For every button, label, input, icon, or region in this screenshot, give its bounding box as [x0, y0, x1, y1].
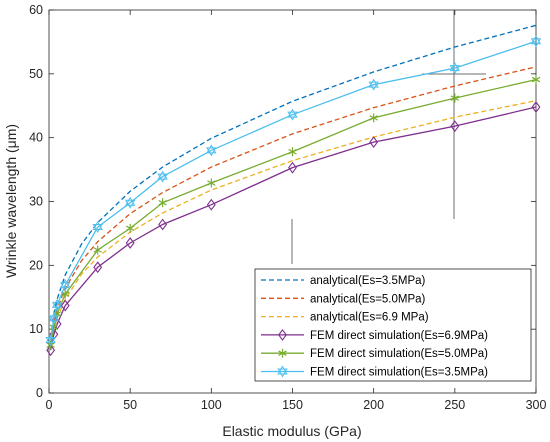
data-point-5: [51, 298, 63, 311]
legend-label-3: FEM direct simulation(Es=6.9MPa): [310, 330, 488, 342]
data-point-4: [288, 147, 297, 157]
y-tick-label: 20: [29, 258, 43, 272]
data-point-3: [288, 161, 297, 174]
x-tick-label: 150: [282, 398, 303, 412]
y-tick-label: 40: [29, 131, 43, 145]
series-line-0: [49, 24, 537, 339]
data-point-3: [60, 299, 70, 312]
x-tick-label: 100: [201, 398, 222, 412]
data-point-3: [531, 101, 541, 113]
data-point-4: [450, 93, 460, 103]
data-point-3: [93, 261, 103, 274]
data-point-3: [450, 120, 460, 133]
data-point-5: [287, 108, 298, 121]
legend-label-0: analytical(Es=3.5MPa): [310, 275, 426, 287]
data-point-4: [93, 245, 102, 255]
x-tick-label: 250: [444, 398, 465, 412]
data-point-5: [449, 62, 461, 75]
y-tick-label: 50: [29, 67, 43, 81]
data-point-5: [157, 170, 168, 183]
data-point-5: [45, 334, 56, 347]
x-axis-title: Elastic modulus (GPa): [222, 423, 361, 439]
legend-label-2: analytical(Es=6.9 MPa): [310, 312, 429, 324]
legend-box: [254, 268, 532, 382]
y-tick-label: 10: [29, 322, 43, 336]
data-point-4: [207, 178, 216, 188]
x-tick-label: 0: [46, 398, 53, 412]
annotation-crosshairs: [291, 10, 486, 264]
y-tick-label: 30: [29, 195, 43, 209]
data-point-5: [530, 35, 542, 48]
legend-label-1: analytical(Es=5.0MPa): [310, 293, 426, 305]
legend-marker-3: [278, 328, 287, 341]
data-point-3: [369, 136, 379, 149]
legend-label-4: FEM direct simulation(Es=5.0MPa): [310, 348, 488, 360]
data-point-5: [206, 144, 217, 157]
y-axis-title: Wrinkle wavelength (μm): [3, 124, 19, 278]
data-point-5: [124, 196, 136, 209]
data-point-3: [125, 237, 135, 249]
data-point-5: [92, 221, 103, 234]
data-point-5: [60, 279, 71, 292]
axes: 0 50 100 150 200 250 300 0 10 20 30 40 50 60: [29, 3, 546, 412]
data-point-5: [368, 78, 379, 91]
data-point-4: [125, 223, 135, 233]
data-point-4: [531, 75, 541, 85]
data-point-4: [158, 198, 167, 208]
legend-marker-4: [278, 348, 287, 358]
x-tick-label: 300: [526, 398, 547, 412]
legend: analytical(Es=3.5MPa) analytical(Es=5.0MP…: [254, 268, 532, 382]
data-point-3: [46, 344, 56, 357]
x-tick-label: 50: [123, 398, 137, 412]
data-point-4: [369, 113, 378, 123]
series: [45, 24, 542, 357]
y-tick-label: 0: [36, 386, 43, 400]
data-point-3: [206, 198, 216, 211]
legend-marker-5: [277, 365, 288, 378]
data-point-3: [158, 218, 168, 231]
x-tick-label: 200: [363, 398, 384, 412]
y-tick-label: 60: [29, 3, 43, 17]
data-point-5: [48, 312, 60, 325]
legend-label-5: FEM direct simulation(Es=3.5MPa): [310, 367, 488, 379]
